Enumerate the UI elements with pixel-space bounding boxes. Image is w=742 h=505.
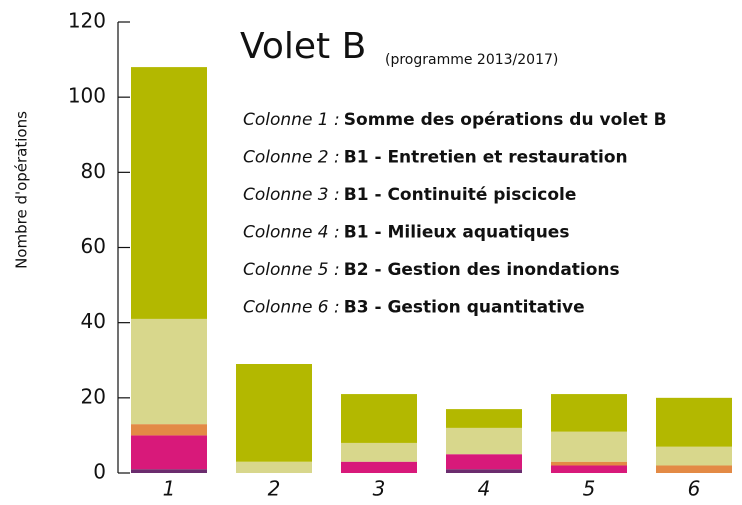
annotation-text: B1 - Entretien et restauration bbox=[344, 148, 628, 168]
bar-segment bbox=[446, 454, 522, 470]
bar-segment bbox=[341, 442, 417, 462]
bar-segment bbox=[656, 465, 732, 473]
y-tick-label: 120 bbox=[68, 9, 106, 33]
annotation-prefix: Colonne 1 : bbox=[243, 110, 340, 130]
y-tick-label: 0 bbox=[93, 460, 106, 484]
bar-segment bbox=[446, 469, 522, 473]
annotation-prefix: Colonne 5 : bbox=[243, 260, 340, 280]
chart-subtitle: (programme 2013/2017) bbox=[385, 52, 558, 68]
y-tick-label: 60 bbox=[81, 234, 106, 258]
bar-segment bbox=[551, 431, 627, 462]
annotation: Colonne 1 : Somme des opérations du volet… bbox=[243, 110, 667, 130]
y-tick-label: 40 bbox=[81, 309, 106, 333]
bar-segment bbox=[131, 318, 207, 425]
annotation-text: B1 - Milieux aquatiques bbox=[344, 223, 570, 243]
x-tick-label: 6 bbox=[688, 477, 701, 501]
x-tick-label: 4 bbox=[478, 477, 491, 501]
annotation-text: Somme des opérations du volet B bbox=[344, 110, 667, 130]
bar-segment bbox=[446, 409, 522, 428]
chart-title: Volet B bbox=[240, 26, 366, 67]
annotation-prefix: Colonne 4 : bbox=[243, 223, 340, 243]
annotation-text: B2 - Gestion des inondations bbox=[344, 260, 620, 280]
x-tick-label: 3 bbox=[373, 477, 386, 501]
bar-segment bbox=[131, 67, 207, 319]
annotation-text: B1 - Continuité piscicole bbox=[344, 185, 577, 205]
x-tick-label: 1 bbox=[163, 477, 176, 501]
y-tick-label: 20 bbox=[81, 384, 106, 408]
bar-segment bbox=[236, 461, 312, 473]
annotation: Colonne 2 : B1 - Entretien et restauratio… bbox=[243, 148, 628, 168]
bar-segment bbox=[551, 394, 627, 432]
annotation: Colonne 5 : B2 - Gestion des inondations bbox=[243, 260, 620, 280]
bar-segment bbox=[341, 461, 417, 473]
x-tick-label: 2 bbox=[268, 477, 281, 501]
y-axis-label: Nombre d'opérations bbox=[13, 111, 31, 269]
annotation-prefix: Colonne 6 : bbox=[243, 298, 340, 318]
annotation: Colonne 3 : B1 - Continuité piscicole bbox=[243, 185, 576, 205]
bar-segment bbox=[341, 394, 417, 443]
annotation-text: B3 - Gestion quantitative bbox=[344, 298, 585, 318]
bar-segment bbox=[656, 446, 732, 466]
bar-segment bbox=[446, 427, 522, 455]
x-tick-label: 5 bbox=[583, 477, 596, 501]
bar-segment bbox=[131, 435, 207, 470]
bar-segment bbox=[131, 424, 207, 436]
bar-segment bbox=[236, 364, 312, 462]
bar-segment bbox=[551, 461, 627, 466]
bar-segment bbox=[656, 397, 732, 447]
annotation-prefix: Colonne 2 : bbox=[243, 148, 340, 168]
annotation: Colonne 4 : B1 - Milieux aquatiques bbox=[243, 223, 569, 243]
bar-segment bbox=[131, 469, 207, 473]
y-tick-label: 100 bbox=[68, 84, 106, 108]
y-tick-label: 80 bbox=[81, 159, 106, 183]
annotation: Colonne 6 : B3 - Gestion quantitative bbox=[243, 298, 585, 318]
bar-segment bbox=[551, 465, 627, 473]
annotation-prefix: Colonne 3 : bbox=[243, 185, 340, 205]
